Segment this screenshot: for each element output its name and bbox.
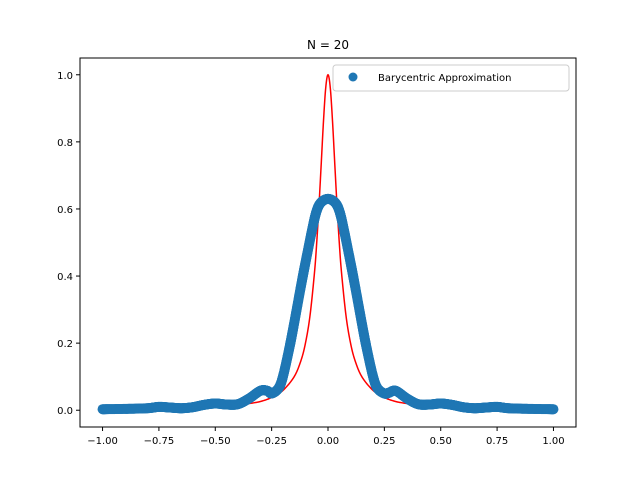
x-tick-label: 0.00 <box>317 436 339 447</box>
y-tick-label: 1.0 <box>57 71 73 82</box>
x-tick-label: −1.00 <box>87 436 118 447</box>
y-tick-label: 0.4 <box>57 272 73 283</box>
x-tick-label: −0.50 <box>200 436 231 447</box>
approximation-series <box>97 193 559 415</box>
x-tick-label: 0.50 <box>430 436 452 447</box>
x-tick-label: 1.00 <box>542 436 564 447</box>
legend-marker <box>348 72 358 82</box>
x-tick-label: 0.25 <box>373 436 395 447</box>
x-tick-label: −0.25 <box>256 436 287 447</box>
chart-title: N = 20 <box>307 38 349 52</box>
y-tick-label: 0.2 <box>57 339 73 350</box>
y-tick-label: 0.8 <box>57 138 73 149</box>
legend-label: Barycentric Approximation <box>378 73 511 84</box>
legend: Barycentric Approximation <box>332 64 570 92</box>
plot-area <box>97 73 559 415</box>
x-axis: −1.00 −0.75 −0.50 −0.25 0.00 0.25 0.50 0.75 1.00 <box>87 427 565 447</box>
approximation-point <box>548 404 559 415</box>
y-tick-label: 0.6 <box>57 205 73 216</box>
y-axis: 0.0 0.2 0.4 0.6 0.8 1.0 <box>57 71 80 417</box>
y-tick-label: 0.0 <box>57 406 73 417</box>
legend-box <box>332 64 570 92</box>
x-tick-label: −0.75 <box>144 436 175 447</box>
x-tick-label: 0.75 <box>486 436 508 447</box>
